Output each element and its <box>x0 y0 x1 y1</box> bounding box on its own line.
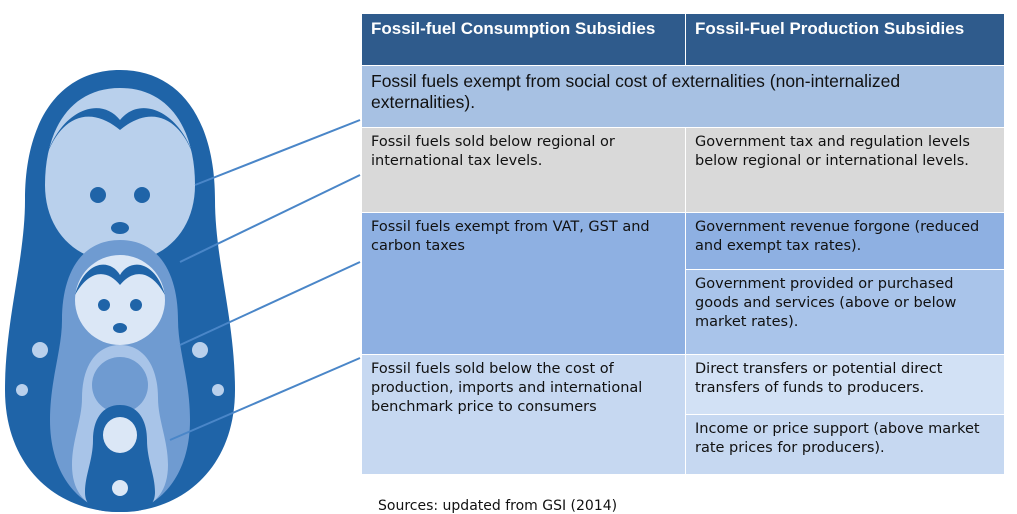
page: {"table":{"headers":["Fossil-fuel Consum… <box>0 0 1017 512</box>
header-cell: Fossil-Fuel Production Subsidies <box>686 14 1005 66</box>
table-cell: Fossil fuels exempt from social cost of … <box>362 66 1005 128</box>
table-cell: Fossil fuels exempt from VAT, GST and ca… <box>362 213 686 355</box>
matryoshka-illustration <box>0 0 362 512</box>
table-cell: Government tax and regulation levels bel… <box>686 128 1005 213</box>
header-cell: Fossil-fuel Consumption Subsidies <box>362 14 686 66</box>
table-cell: Fossil fuels sold below the cost of prod… <box>362 355 686 475</box>
table-cell: Government revenue forgone (reduced and … <box>686 213 1005 270</box>
table-cell: Government provided or purchased goods a… <box>686 270 1005 355</box>
table-cell: Income or price support (above market ra… <box>686 415 1005 475</box>
table-cell: Fossil fuels sold below regional or inte… <box>362 128 686 213</box>
table-cell: Direct transfers or potential direct tra… <box>686 355 1005 415</box>
